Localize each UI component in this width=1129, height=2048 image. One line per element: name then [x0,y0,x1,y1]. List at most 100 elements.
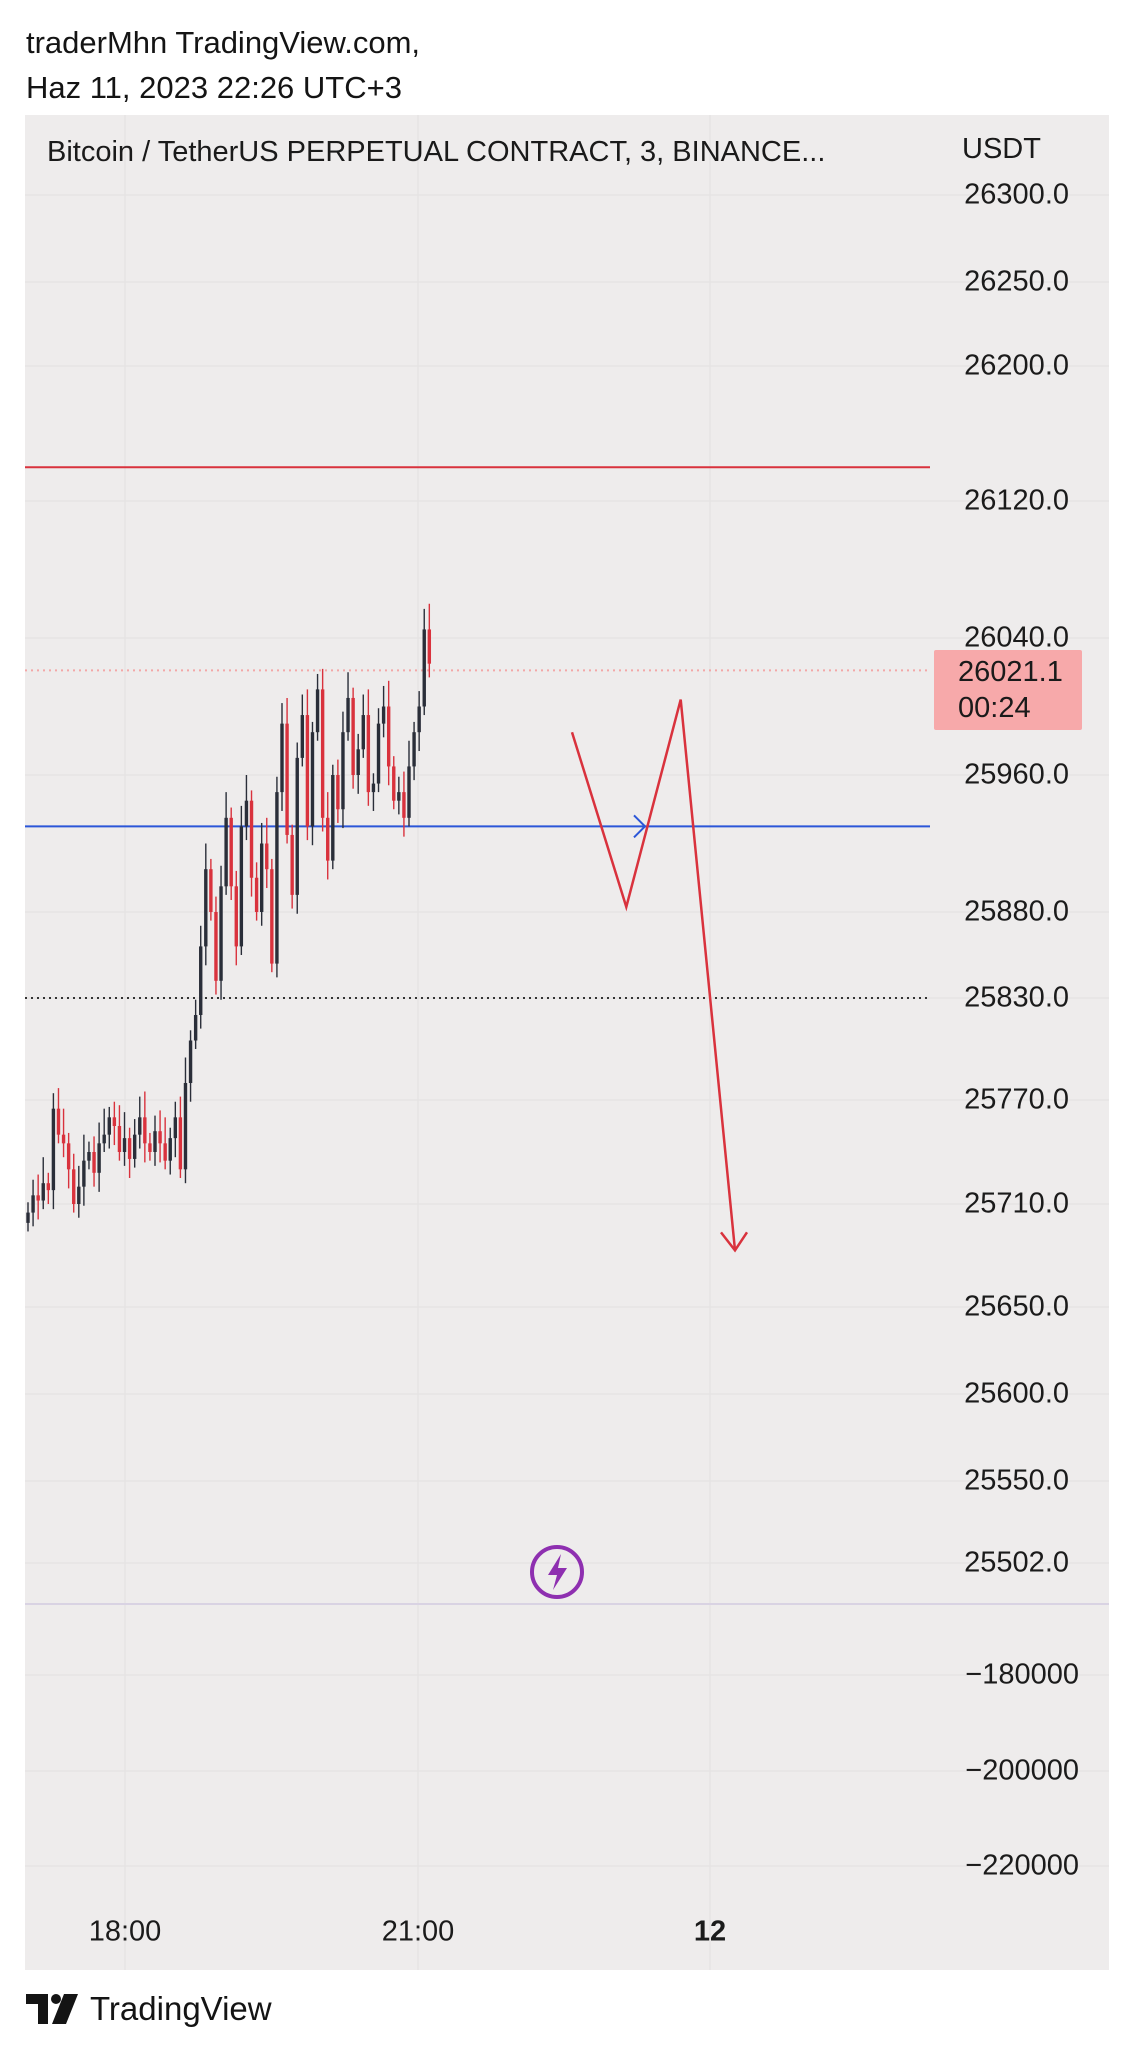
candle-body [168,1138,172,1161]
candle-body [361,715,365,750]
candle-body [326,817,330,861]
candle-body [153,1131,157,1152]
indicator-tick-label: −180000 [965,1658,1079,1691]
candle-body [138,1117,142,1135]
price-tick-label: 25770.0 [964,1083,1069,1116]
candle-body [112,1117,117,1126]
candle-body [178,1117,183,1170]
candle-body [341,732,345,810]
price-tick-label: 25830.0 [964,981,1069,1014]
candle-body [295,757,299,895]
price-tick-label: 26250.0 [964,265,1069,298]
price-tick-label: 26200.0 [964,349,1069,382]
candle-body [351,697,355,775]
last-price-value: 26021.1 [958,656,1063,688]
candle-body [239,826,244,947]
candle-body [392,766,396,801]
time-tick-label: 21:00 [381,1915,455,1948]
chart-panel[interactable] [25,115,1109,1970]
date-line: Haz 11, 2023 22:26 UTC+3 [26,70,402,105]
lightning-icon[interactable] [527,1542,587,1602]
projection-path [570,699,737,1251]
price-tick-label: 25600.0 [964,1377,1069,1410]
candle-body [234,886,238,947]
projection-arrow-head [720,1231,749,1253]
candle-body [209,869,213,912]
candle-body [117,1126,122,1152]
candle-body [26,1212,30,1223]
candle-body [254,877,259,912]
candle-body [376,723,381,784]
candle-body [193,1015,198,1041]
candle-body [381,706,386,724]
candle-body [56,1108,61,1135]
price-tick-label: 25880.0 [964,895,1069,928]
candle-body [270,869,274,964]
price-tick-label: 25650.0 [964,1290,1069,1323]
symbol-title: Bitcoin / TetherUS PERPETUAL CONTRACT, 3… [47,136,826,168]
candle-body [183,1083,188,1170]
candle-body [336,775,340,810]
level-arrow-head [633,814,647,839]
candle-body [402,792,406,818]
candle-body [102,1134,106,1144]
indicator-tick-label: −200000 [965,1754,1079,1787]
candle-body [229,817,233,887]
candle-body [87,1152,91,1161]
candle-body [214,912,218,981]
bar-countdown: 00:24 [958,692,1031,724]
time-tick-label: 18:00 [88,1915,162,1948]
price-tick-label: 26040.0 [964,621,1069,654]
candle-body [188,1040,193,1083]
candle-body [371,783,376,793]
tradingview-logo-icon [26,1994,78,2024]
price-tick-label: 25960.0 [964,758,1069,791]
candle-body [346,697,350,733]
candle-body [163,1143,167,1161]
candle-body [244,800,249,827]
price-tick-label: 26300.0 [964,178,1069,211]
price-tick-label: 25710.0 [964,1187,1069,1220]
candle-body [259,843,264,912]
candle-body [290,834,294,895]
candle-body [122,1138,127,1152]
candle-body [305,715,310,827]
candle-body [366,715,371,793]
candle-body [356,749,360,775]
candle-body [275,792,279,964]
candle-body [51,1108,56,1191]
candle-body [158,1131,162,1144]
candle-body [66,1143,71,1170]
time-tick-label: 12 [693,1915,727,1948]
candle-body [280,723,284,793]
candle-body [265,843,269,870]
candle-body [417,706,421,733]
candle-body [407,766,411,818]
price-tick-label: 25550.0 [964,1464,1069,1497]
candle-body [82,1160,86,1187]
candle-body [143,1117,147,1144]
price-tick-label: 25502.0 [964,1546,1069,1579]
candle-body [412,732,416,767]
candle-body [224,817,228,887]
candle-body [204,869,208,947]
price-tick-label: 26120.0 [964,484,1069,517]
candle-body [315,689,320,733]
candle-body [107,1117,111,1135]
candle-body [285,723,289,835]
currency-label: USDT [962,133,1041,165]
footer: TradingView [26,1990,272,2028]
candle-body [41,1183,45,1201]
candle-body [320,689,325,818]
candle-body [310,732,315,827]
candle-body [300,715,305,758]
candle-body [427,629,432,664]
candle-body [219,886,223,981]
candle-body [331,775,335,861]
candle-body [199,946,203,1015]
candle-body [173,1117,178,1139]
brand-name: TradingView [90,1990,272,2027]
candle-body [61,1134,66,1144]
author-line: traderMhn TradingView.com, [26,25,421,60]
